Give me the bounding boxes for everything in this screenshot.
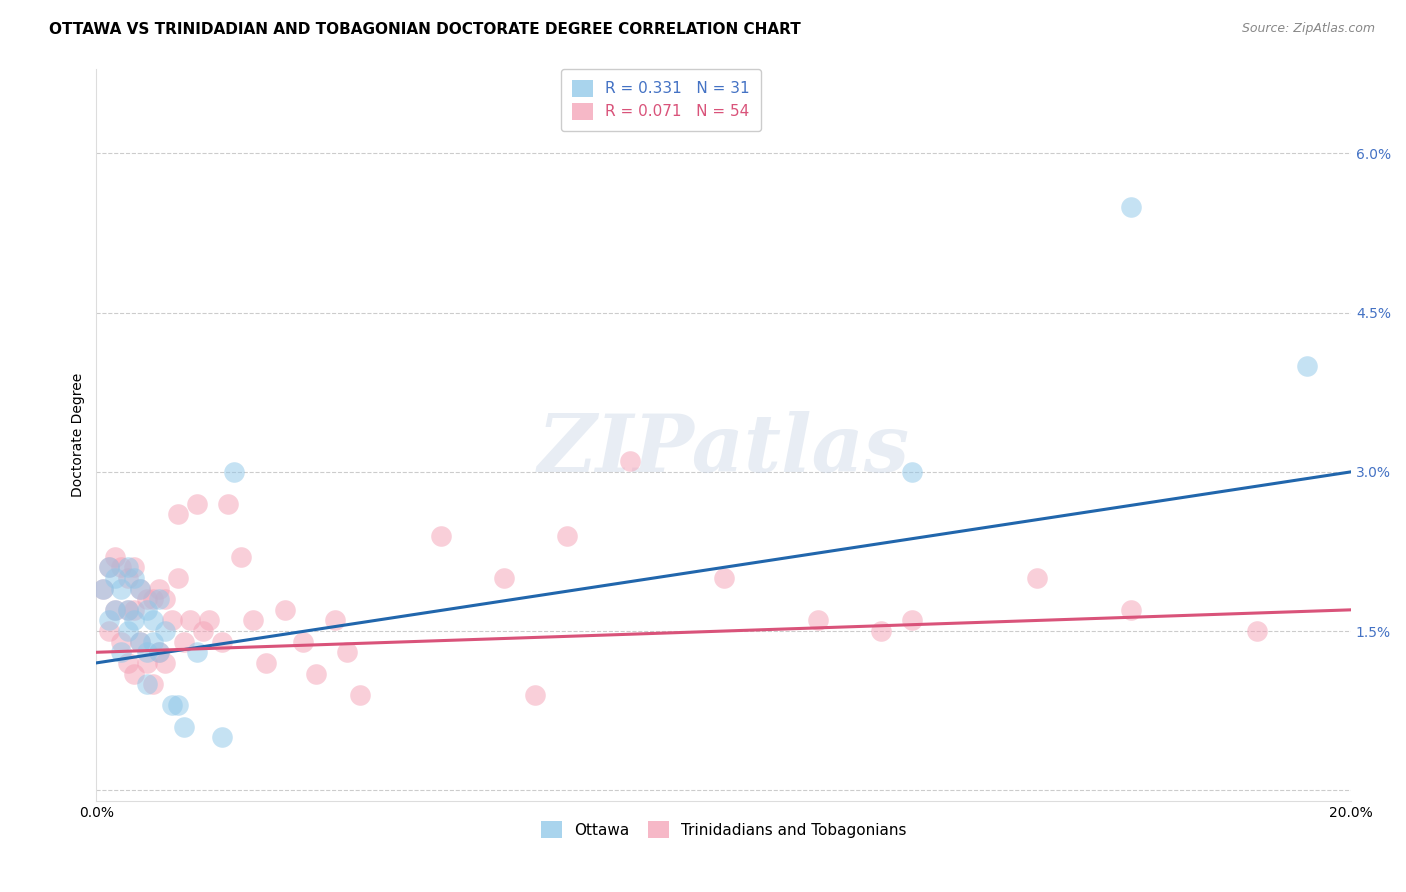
Text: OTTAWA VS TRINIDADIAN AND TOBAGONIAN DOCTORATE DEGREE CORRELATION CHART: OTTAWA VS TRINIDADIAN AND TOBAGONIAN DOC… [49, 22, 801, 37]
Point [1121, 603, 1143, 617]
Point [148, 645, 170, 659]
Point [117, 603, 139, 617]
Point [135, 645, 157, 659]
Point [129, 634, 152, 648]
Point [122, 571, 145, 585]
Point [807, 614, 830, 628]
Point [104, 571, 127, 585]
Point [224, 465, 246, 479]
Point [129, 582, 152, 596]
Point [186, 645, 208, 659]
Point [160, 698, 183, 713]
Point [97, 560, 120, 574]
Point [349, 688, 371, 702]
Point [292, 634, 315, 648]
Point [97, 624, 120, 638]
Point [117, 624, 139, 638]
Point [160, 614, 183, 628]
Point [122, 603, 145, 617]
Point [110, 645, 132, 659]
Point [191, 624, 214, 638]
Point [198, 614, 221, 628]
Point [1026, 571, 1049, 585]
Point [323, 614, 346, 628]
Point [142, 592, 165, 607]
Point [129, 582, 152, 596]
Point [273, 603, 295, 617]
Point [135, 603, 157, 617]
Point [148, 582, 170, 596]
Point [122, 666, 145, 681]
Point [91, 582, 114, 596]
Point [104, 549, 127, 564]
Point [117, 656, 139, 670]
Point [142, 677, 165, 691]
Point [430, 528, 453, 542]
Text: Source: ZipAtlas.com: Source: ZipAtlas.com [1241, 22, 1375, 36]
Point [142, 634, 165, 648]
Point [713, 571, 735, 585]
Point [135, 592, 157, 607]
Point [155, 656, 177, 670]
Point [110, 634, 132, 648]
Point [1246, 624, 1268, 638]
Point [869, 624, 891, 638]
Point [494, 571, 516, 585]
Point [104, 603, 127, 617]
Point [110, 582, 132, 596]
Point [211, 634, 233, 648]
Point [104, 603, 127, 617]
Point [179, 614, 201, 628]
Point [173, 720, 195, 734]
Point [1121, 200, 1143, 214]
Point [901, 614, 924, 628]
Point [555, 528, 578, 542]
Point [242, 614, 264, 628]
Point [524, 688, 547, 702]
Point [167, 508, 190, 522]
Point [97, 614, 120, 628]
Point [129, 634, 152, 648]
Point [117, 560, 139, 574]
Point [901, 465, 924, 479]
Point [305, 666, 328, 681]
Point [336, 645, 359, 659]
Legend: Ottawa, Trinidadians and Tobagonians: Ottawa, Trinidadians and Tobagonians [534, 814, 912, 845]
Point [135, 677, 157, 691]
Point [229, 549, 252, 564]
Point [1296, 359, 1319, 373]
Point [110, 560, 132, 574]
Point [254, 656, 277, 670]
Point [173, 634, 195, 648]
Point [97, 560, 120, 574]
Point [122, 560, 145, 574]
Point [155, 624, 177, 638]
Point [148, 645, 170, 659]
Point [117, 603, 139, 617]
Point [155, 592, 177, 607]
Point [148, 592, 170, 607]
Point [135, 656, 157, 670]
Point [211, 730, 233, 744]
Point [167, 698, 190, 713]
Point [142, 614, 165, 628]
Point [117, 571, 139, 585]
Point [91, 582, 114, 596]
Point [122, 614, 145, 628]
Point [167, 571, 190, 585]
Point [217, 497, 239, 511]
Point [186, 497, 208, 511]
Text: ZIPatlas: ZIPatlas [537, 410, 910, 488]
Point [619, 454, 641, 468]
Y-axis label: Doctorate Degree: Doctorate Degree [72, 373, 86, 497]
